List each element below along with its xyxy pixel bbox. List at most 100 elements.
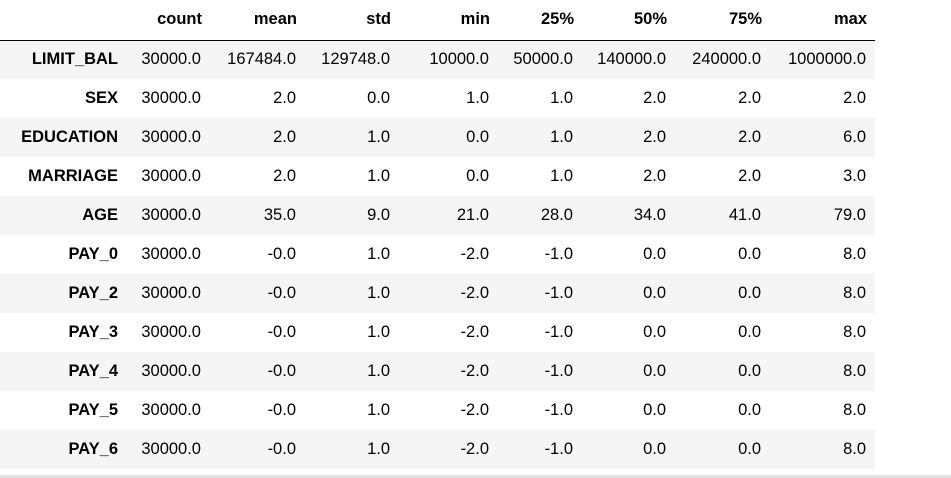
table-row: PAY_3 30000.0 -0.0 1.0 -2.0 -1.0 0.0 0.0 8.0 [0, 313, 875, 352]
cell-25: 50000.0 [513, 50, 573, 69]
cell-min: -2.0 [460, 401, 489, 419]
table-row: SEX 30000.0 2.0 0.0 1.0 1.0 2.0 2.0 2.0 [0, 79, 875, 118]
cell-75: 240000.0 [692, 50, 761, 69]
cell-min: -2.0 [460, 362, 489, 380]
cell-min: 10000.0 [429, 50, 489, 69]
cell-min: -2.0 [460, 245, 489, 263]
cell-max: 8.0 [843, 440, 866, 458]
row-index-label: LIMIT_BAL [31, 50, 118, 69]
cell-count: 30000.0 [141, 89, 201, 107]
cell-50: 2.0 [643, 89, 666, 107]
cell-std: 1.0 [367, 284, 390, 302]
cell-75: 2.0 [738, 128, 761, 146]
cell-mean: 2.0 [273, 89, 296, 107]
cell-max: 79.0 [833, 206, 866, 224]
cell-count: 30000.0 [141, 206, 201, 224]
cell-std: 1.0 [367, 167, 390, 185]
cell-25: 1.0 [550, 128, 573, 146]
cell-50: 2.0 [643, 167, 666, 185]
cell-mean: -0.0 [267, 401, 296, 419]
table-row: MARRIAGE 30000.0 2.0 1.0 0.0 1.0 2.0 2.0 3.0 [0, 157, 875, 196]
cell-75: 0.0 [738, 362, 761, 380]
cell-count: 30000.0 [141, 167, 201, 185]
table-row: PAY_2 30000.0 -0.0 1.0 -2.0 -1.0 0.0 0.0 8.0 [0, 274, 875, 313]
cell-std: 1.0 [367, 440, 390, 458]
cell-75: 0.0 [738, 323, 761, 341]
column-header-50: 50% [582, 0, 675, 41]
cell-count: 30000.0 [141, 245, 201, 263]
table-row: PAY_5 30000.0 -0.0 1.0 -2.0 -1.0 0.0 0.0 8.0 [0, 391, 875, 430]
cell-75: 2.0 [738, 167, 761, 185]
horizontal-scrollbar-edge [0, 475, 951, 478]
column-header-count: count [126, 0, 210, 41]
cell-25: 1.0 [550, 89, 573, 107]
header-row: count mean std min 25% 50% 75% max [0, 0, 875, 41]
cell-count: 30000.0 [141, 128, 201, 146]
cell-count: 30000.0 [141, 440, 201, 458]
cell-min: 1.0 [466, 89, 489, 107]
cell-75: 0.0 [738, 284, 761, 302]
cell-50: 140000.0 [597, 50, 666, 69]
cell-std: 1.0 [367, 362, 390, 380]
cell-count: 30000.0 [141, 401, 201, 419]
cell-50: 2.0 [643, 128, 666, 146]
cell-50: 0.0 [643, 323, 666, 341]
table-row: PAY_0 30000.0 -0.0 1.0 -2.0 -1.0 0.0 0.0 8.0 [0, 235, 875, 274]
cell-mean: 2.0 [273, 128, 296, 146]
cell-75: 41.0 [728, 206, 761, 224]
row-index-label: AGE [82, 206, 118, 224]
row-index-label: PAY_2 [68, 284, 118, 302]
cell-min: 0.0 [466, 128, 489, 146]
cell-25: -1.0 [544, 323, 573, 341]
cell-25: 28.0 [540, 206, 573, 224]
cell-std: 1.0 [367, 323, 390, 341]
cell-75: 2.0 [738, 89, 761, 107]
cell-min: 0.0 [466, 167, 489, 185]
cell-max: 2.0 [843, 89, 866, 107]
cell-25: -1.0 [544, 362, 573, 380]
table-header: count mean std min 25% 50% 75% max [0, 0, 875, 41]
cell-mean: -0.0 [267, 284, 296, 302]
cell-50: 0.0 [643, 401, 666, 419]
column-header-25: 25% [498, 0, 582, 41]
cell-max: 8.0 [843, 323, 866, 341]
cell-25: -1.0 [544, 245, 573, 263]
cell-min: 21.0 [456, 206, 489, 224]
table-row: PAY_6 30000.0 -0.0 1.0 -2.0 -1.0 0.0 0.0 8.0 [0, 430, 875, 469]
column-header-min: min [399, 0, 498, 41]
table-row: LIMIT_BAL 30000.0 167484.0 129748.0 10000.0 5… [0, 40, 875, 79]
cell-75: 0.0 [738, 440, 761, 458]
row-index-label: MARRIAGE [28, 167, 118, 185]
cell-max: 3.0 [843, 167, 866, 185]
row-index-label: PAY_3 [68, 323, 118, 341]
table-row: AGE 30000.0 35.0 9.0 21.0 28.0 34.0 41.0 79.0 [0, 196, 875, 235]
row-index-label: SEX [84, 89, 118, 107]
cell-50: 0.0 [643, 284, 666, 302]
cell-count: 30000.0 [141, 362, 201, 380]
cell-50: 34.0 [633, 206, 666, 224]
cell-75: 0.0 [738, 401, 761, 419]
cell-std: 9.0 [367, 206, 390, 224]
cell-50: 0.0 [643, 440, 666, 458]
cell-25: -1.0 [544, 401, 573, 419]
cell-std: 0.0 [367, 89, 390, 107]
cell-max: 8.0 [843, 401, 866, 419]
cell-std: 1.0 [367, 245, 390, 263]
cell-std: 1.0 [367, 401, 390, 419]
row-index-label: PAY_4 [68, 362, 118, 380]
row-index-label: PAY_0 [68, 245, 118, 263]
cell-max: 8.0 [843, 284, 866, 302]
cell-25: 1.0 [550, 167, 573, 185]
cell-std: 129748.0 [321, 50, 390, 69]
cell-mean: -0.0 [267, 362, 296, 380]
cell-max: 8.0 [843, 245, 866, 263]
table-row: PAY_4 30000.0 -0.0 1.0 -2.0 -1.0 0.0 0.0 8.0 [0, 352, 875, 391]
describe-table: count mean std min 25% 50% 75% max LIMIT… [0, 0, 875, 469]
column-header-std: std [305, 0, 399, 41]
cell-min: -2.0 [460, 440, 489, 458]
column-header-mean: mean [210, 0, 305, 41]
cell-max: 6.0 [843, 128, 866, 146]
column-header-75: 75% [675, 0, 770, 41]
cell-std: 1.0 [367, 128, 390, 146]
cell-min: -2.0 [460, 323, 489, 341]
